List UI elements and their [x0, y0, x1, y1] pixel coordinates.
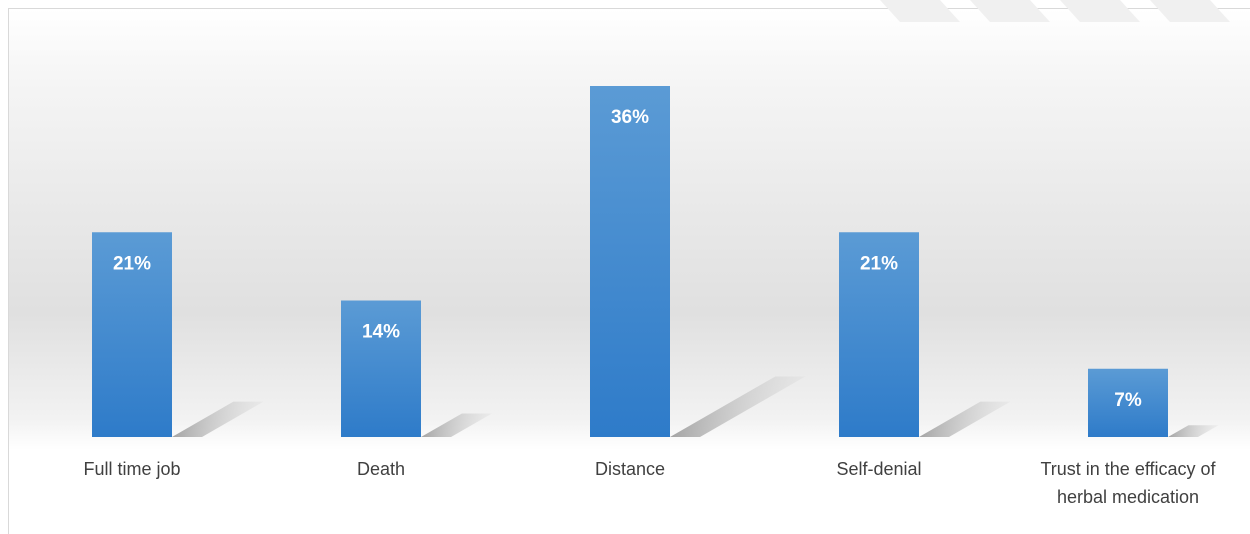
bar — [590, 86, 670, 437]
data-label: 36% — [611, 107, 649, 128]
data-label: 21% — [113, 253, 151, 274]
category-label: Trust in the efficacy of herbal medicatio… — [1040, 459, 1216, 507]
bar-shadow — [1168, 425, 1219, 437]
bars — [92, 86, 1168, 437]
bar-shadows — [172, 376, 1219, 437]
bar — [1088, 368, 1168, 437]
category-label: Full time job — [83, 459, 180, 479]
category-label: Death — [357, 459, 405, 479]
bar-shadow — [421, 413, 492, 437]
data-label: 21% — [860, 253, 898, 274]
bar — [839, 232, 919, 437]
category-label: Self-denial — [836, 459, 921, 479]
category-labels: Full time job Death Distance Self-denial Tru… — [83, 459, 1216, 507]
data-label: 14% — [362, 322, 400, 343]
bar-shadow — [670, 376, 806, 437]
data-label: 7% — [1114, 390, 1142, 411]
bar-shadow — [919, 401, 1011, 437]
watermark-stripes — [880, 0, 1230, 22]
category-label: Distance — [595, 459, 665, 479]
bar-shadow — [172, 401, 264, 437]
bar — [341, 300, 421, 437]
data-labels: 21% 14% 36% 21% 7% — [113, 107, 1142, 411]
bar — [92, 232, 172, 437]
